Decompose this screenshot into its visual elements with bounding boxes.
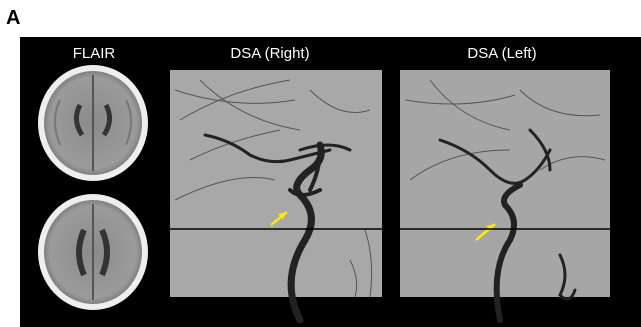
image-label: FLAIR xyxy=(73,45,116,62)
image-label: DSA (Left) xyxy=(467,45,536,62)
page: {"panel_label": "A", "images": [{"label"… xyxy=(0,0,641,327)
dsa-left xyxy=(400,70,610,320)
image-label: DSA (Right) xyxy=(230,45,309,62)
panel-label: A xyxy=(6,7,20,29)
dsa-right xyxy=(170,70,382,320)
flair-upper xyxy=(38,65,148,181)
flair-lower xyxy=(38,194,148,310)
figure: A FLAIR DSA (Right) DSA (Left) xyxy=(0,0,641,327)
